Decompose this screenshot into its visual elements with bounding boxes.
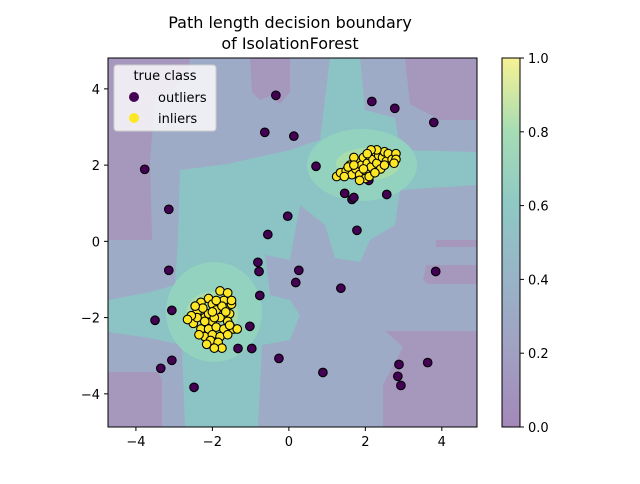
outlier-point [293, 265, 304, 276]
contour-level-low-bottom-right [383, 331, 477, 427]
colorbar-tick-label: 1.0 [528, 52, 549, 67]
outlier-point [290, 277, 301, 288]
outlier-point [139, 164, 150, 175]
outlier-point [392, 371, 403, 382]
outlier-point [366, 96, 377, 107]
y-tick-label: 2 [92, 159, 100, 174]
inlier-point [201, 339, 212, 350]
inlier-point [209, 343, 220, 353]
x-tick-label: −4 [126, 435, 145, 450]
outlier-point [233, 343, 243, 354]
inlier-point [190, 301, 201, 312]
outlier-point [245, 321, 255, 332]
contour-level-low-right-strip-2 [423, 265, 477, 284]
outlier-point [150, 315, 160, 326]
colorbar-tick-label: 0.0 [528, 421, 549, 436]
x-tick-label: −2 [203, 435, 222, 450]
inlier-point [379, 160, 390, 170]
x-tick-label: 0 [285, 435, 293, 450]
outlier-point [262, 229, 273, 240]
outlier-point [311, 161, 321, 172]
colorbar-tick-label: 0.2 [528, 347, 549, 362]
outlier-point [163, 204, 174, 215]
chart-title-line-1: Path length decision boundary [168, 13, 412, 32]
inlier-point [220, 307, 231, 317]
outlier-point [254, 266, 264, 277]
outlier-point [167, 305, 177, 316]
x-tick-label: 2 [361, 435, 369, 450]
outlier-point [394, 359, 404, 370]
outlier-point [352, 225, 362, 236]
inlier-point [224, 320, 235, 331]
x-tick-label: 4 [438, 435, 446, 450]
colorbar-tick-label: 0.8 [528, 126, 549, 141]
outlier-point [254, 290, 265, 301]
y-tick-label: −4 [81, 388, 100, 403]
contour-level-low-right-strip-1 [436, 240, 477, 247]
inlier-point [362, 148, 373, 159]
inlier-point [182, 314, 193, 325]
outlier-point [339, 188, 350, 199]
legend-title: true class [133, 69, 196, 84]
inlier-point [389, 158, 399, 169]
inlier-point [339, 171, 350, 182]
inlier-point [222, 329, 233, 340]
inlier-point [226, 295, 237, 306]
chart-title-line-2: of IsolationForest [221, 34, 358, 53]
outlier-point [422, 357, 433, 368]
outlier-point [430, 266, 441, 277]
colorbar-tick-label: 0.6 [528, 200, 549, 215]
outlier-point [271, 90, 281, 101]
outlier-point [381, 189, 392, 200]
y-tick-label: −2 [81, 312, 100, 327]
colorbar-ticks: 0.0 0.2 0.4 0.6 0.8 1.0 [520, 52, 549, 436]
outlier-point [189, 382, 199, 393]
outlier-point [336, 283, 346, 294]
outlier-point [246, 343, 257, 354]
inlier-point [370, 167, 380, 178]
plot-frame [107, 57, 478, 428]
outlier-point [389, 103, 400, 114]
contour-level-low-top-mid [250, 58, 290, 104]
scatter-points [139, 90, 441, 393]
legend-marker-inliers [129, 113, 139, 123]
outlier-point [349, 192, 359, 203]
outlier-point [282, 211, 293, 222]
inlier-point [354, 175, 365, 186]
colorbar: 0.0 0.2 0.4 0.6 0.8 1.0 [501, 52, 549, 436]
y-axis: −4 −2 0 2 4 [81, 83, 108, 403]
contour-level-high-bridge [200, 150, 300, 260]
outlier-point [163, 265, 174, 276]
colorbar-gradient [501, 57, 521, 428]
outlier-point [155, 363, 166, 374]
inlier-point [222, 287, 233, 298]
contour-level-low-top-right [405, 58, 477, 120]
colorbar-tick-label: 0.4 [528, 273, 549, 288]
y-tick-label: 0 [92, 235, 100, 250]
outlier-point [167, 355, 177, 366]
legend-marker-outliers [129, 92, 139, 102]
contour-level-low-bottom-left [108, 372, 162, 427]
inlier-point [232, 324, 243, 334]
legend-label-inliers: inliers [158, 112, 197, 127]
legend-box [113, 64, 217, 132]
y-tick-label: 4 [92, 83, 100, 98]
inlier-point [199, 316, 210, 327]
outlier-point [428, 117, 439, 128]
legend: true class outliers inliers [113, 64, 217, 132]
inlier-point [358, 164, 369, 174]
inlier-point [349, 160, 359, 170]
x-axis: −4 −2 0 2 4 [126, 427, 446, 450]
outlier-point [274, 353, 284, 364]
outlier-point [318, 367, 328, 378]
inlier-point [207, 307, 218, 317]
inlier-point [211, 295, 222, 306]
outlier-point [253, 257, 263, 268]
inlier-point [194, 329, 204, 340]
outlier-point [288, 131, 299, 141]
outlier-point [259, 127, 270, 138]
outlier-point [396, 380, 406, 391]
legend-label-outliers: outliers [158, 91, 207, 106]
